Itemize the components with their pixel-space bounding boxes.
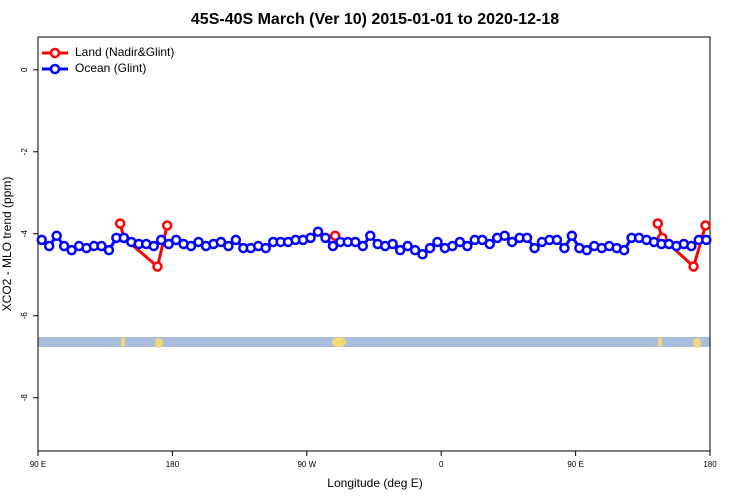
data-point: [688, 261, 699, 272]
data-point: [559, 242, 570, 254]
data-point: [417, 248, 428, 260]
data-point: [350, 236, 361, 248]
data-point: [114, 218, 126, 229]
ocean-band: [38, 337, 710, 347]
x-tick-label: 180: [166, 460, 180, 469]
data-point: [185, 240, 197, 252]
data-point: [58, 240, 70, 252]
data-point: [447, 240, 458, 252]
data-point: [424, 242, 436, 254]
data-point: [529, 242, 540, 254]
y-tick-label: -6: [20, 312, 29, 320]
data-point: [521, 232, 533, 244]
data-point: [409, 244, 421, 256]
data-point: [148, 240, 159, 252]
data-point: [96, 240, 107, 252]
legend-marker: [49, 47, 61, 59]
data-point: [66, 244, 77, 256]
data-point: [454, 236, 466, 248]
land-patch: [332, 337, 346, 347]
data-point: [305, 232, 316, 244]
data-point: [566, 230, 578, 242]
data-point: [155, 234, 167, 246]
legend-label: Land (Nadir&Glint): [75, 45, 174, 59]
data-point: [170, 234, 182, 246]
data-point: [551, 234, 563, 246]
chart-title: 45S-40S March (Ver 10) 2015-01-01 to 202…: [191, 11, 559, 28]
data-point: [152, 261, 163, 272]
data-point: [36, 234, 47, 246]
data-point: [118, 232, 130, 244]
data-point: [163, 238, 174, 250]
data-point: [51, 230, 62, 242]
y-axis-label: XCO2 - MLO trend (ppm): [0, 177, 14, 312]
data-point: [329, 230, 341, 242]
land-patch: [121, 337, 125, 347]
x-tick-label: 0: [439, 460, 444, 469]
y-tick-label: -4: [20, 230, 29, 238]
data-point: [103, 244, 115, 256]
x-tick-label: 180: [703, 460, 717, 469]
data-point: [581, 244, 593, 256]
data-point: [387, 238, 398, 250]
plot-frame: [37, 36, 711, 452]
data-point: [260, 242, 271, 254]
x-tick-label: 90 E: [30, 460, 46, 469]
data-point: [652, 218, 663, 229]
data-point: [327, 240, 339, 252]
data-point: [701, 234, 712, 246]
data-point: [320, 232, 331, 244]
data-point: [700, 220, 711, 231]
data-point: [499, 230, 510, 242]
series-line: [118, 223, 169, 270]
data-point: [686, 240, 697, 252]
data-point: [43, 240, 55, 252]
legend-marker: [49, 63, 61, 75]
data-point: [223, 240, 234, 252]
data-point: [618, 244, 630, 256]
legend-label: Ocean (Glint): [75, 61, 146, 75]
y-tick-label: -2: [20, 148, 29, 156]
data-point: [402, 240, 413, 252]
data-point: [477, 234, 488, 246]
data-point: [357, 240, 369, 252]
surface-mask: [38, 337, 710, 348]
data-point: [506, 236, 518, 248]
x-axis-label: Longitude (deg E): [327, 476, 422, 490]
x-tick-label: 90 W: [297, 460, 316, 469]
data-point: [161, 220, 173, 231]
data-point: [193, 236, 204, 248]
data-point: [462, 240, 473, 252]
data-point: [484, 238, 495, 250]
y-tick-label: 0: [20, 67, 29, 72]
y-tick-label: -8: [20, 394, 29, 402]
data-point: [312, 226, 324, 237]
land-patch: [693, 338, 701, 348]
land-patch: [155, 338, 163, 348]
data-point: [432, 236, 443, 248]
land-patch: [658, 337, 662, 347]
x-tick-label: 90 E: [567, 460, 583, 469]
data-point: [394, 244, 406, 256]
data-point: [365, 230, 376, 242]
data-point: [230, 234, 242, 246]
data-point: [215, 236, 227, 248]
series-line: [656, 223, 707, 270]
